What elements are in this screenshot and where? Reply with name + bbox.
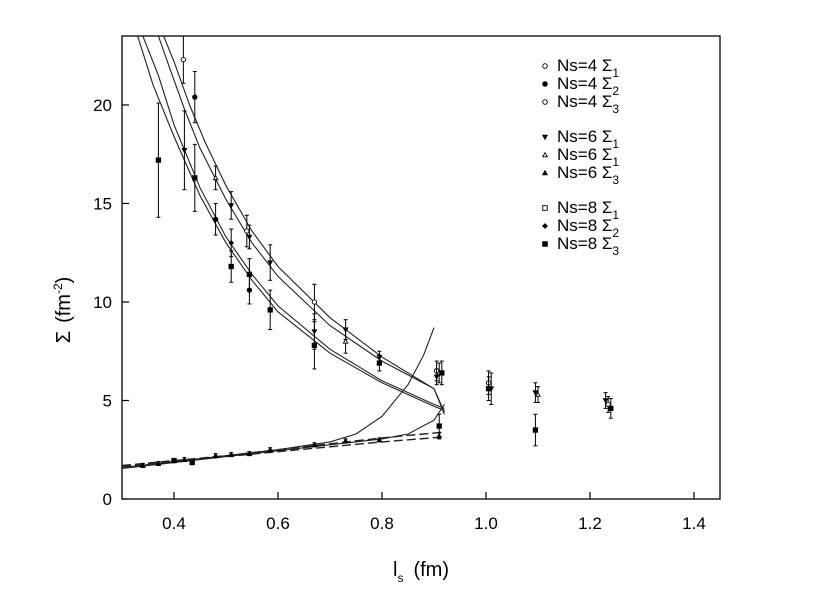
data-point — [439, 360, 445, 386]
data-point — [155, 460, 162, 467]
x-axis-label: ls (fm) — [393, 559, 449, 585]
legend-entry: Ns=8 Σ1 — [542, 198, 619, 222]
legend-label: Ns=4 Σ1 — [557, 56, 619, 80]
x-tick-label: 1.4 — [682, 514, 706, 533]
data-point — [181, 110, 188, 191]
legend-entry: Ns=6 Σ1 — [541, 127, 619, 151]
data-point — [212, 202, 219, 236]
legend-label: Ns=4 Σ3 — [557, 92, 619, 116]
data-point — [436, 432, 443, 440]
data-point — [342, 329, 349, 354]
data-point — [376, 436, 383, 443]
legend-entry: Ns=8 Σ2 — [542, 216, 619, 240]
legend-entry: Ns=4 Σ2 — [542, 74, 619, 98]
data-point — [212, 452, 219, 459]
legend-label: Ns=4 Σ2 — [557, 74, 619, 98]
data-point — [181, 456, 188, 463]
fit-curve — [122, 327, 435, 469]
data-point — [246, 224, 253, 250]
data-point — [139, 462, 146, 468]
x-tick-label: 0.6 — [266, 514, 290, 533]
data-point — [485, 376, 492, 401]
data-point — [532, 382, 539, 403]
y-tick-label: 20 — [93, 96, 112, 115]
data-point — [228, 191, 235, 220]
data-point — [228, 250, 234, 283]
data-point — [608, 398, 614, 419]
data-points — [139, 35, 614, 468]
data-point — [228, 451, 235, 458]
data-point — [311, 321, 318, 370]
legend-label: Ns=8 Σ1 — [557, 198, 619, 222]
x-tick-label: 1.2 — [578, 514, 602, 533]
data-point — [180, 35, 187, 84]
data-point — [212, 165, 219, 191]
data-point — [602, 392, 609, 409]
fit-curve — [122, 431, 445, 467]
data-point — [192, 143, 198, 212]
x-tick-label: 0.8 — [370, 514, 394, 533]
x-tick-label: 0.4 — [162, 514, 186, 533]
y-axis-ticks: 0 5 10 15 20 — [93, 96, 129, 509]
data-point — [171, 457, 177, 464]
legend-entry: Ns=4 Σ1 — [542, 56, 619, 80]
legend-label: Ns=8 Σ3 — [557, 234, 619, 258]
data-point — [311, 441, 318, 448]
data-point — [155, 102, 162, 218]
legend-entry: Ns=6 Σ1 — [541, 145, 619, 169]
data-point — [342, 437, 349, 444]
legend-label: Ns=8 Σ2 — [557, 216, 619, 240]
fit-curves — [122, 36, 445, 470]
fit-curve — [142, 36, 445, 409]
data-point — [376, 354, 383, 372]
x-axis-ticks: 0.4 0.6 0.8 1.0 1.2 1.4 — [162, 492, 706, 533]
data-point — [535, 386, 541, 403]
data-point — [192, 70, 198, 124]
data-point — [267, 244, 274, 281]
legend-label: Ns=6 Σ3 — [557, 163, 619, 187]
y-tick-label: 15 — [93, 194, 112, 213]
data-point — [532, 413, 539, 447]
y-tick-label: 5 — [103, 391, 112, 410]
legend-entry: Ns=6 Σ3 — [541, 163, 619, 187]
legend-entry: Ns=8 Σ3 — [542, 234, 619, 258]
x-tick-label: 1.0 — [474, 514, 498, 533]
legend-entry: Ns=4 Σ3 — [542, 92, 619, 116]
fit-curve — [137, 36, 445, 411]
y-axis-label: Σ(fm-2) — [51, 277, 75, 344]
data-point — [267, 446, 274, 453]
data-point — [246, 450, 253, 457]
legend-label: Ns=6 Σ1 — [557, 145, 619, 169]
data-point — [246, 275, 253, 305]
fit-curve — [157, 36, 445, 413]
data-point — [189, 459, 195, 466]
legend-label: Ns=6 Σ1 — [557, 127, 619, 151]
y-tick-label: 10 — [93, 293, 112, 312]
y-tick-label: 0 — [103, 490, 112, 509]
plot-frame — [121, 35, 721, 500]
fit-curve — [163, 36, 445, 415]
data-point — [267, 289, 273, 331]
